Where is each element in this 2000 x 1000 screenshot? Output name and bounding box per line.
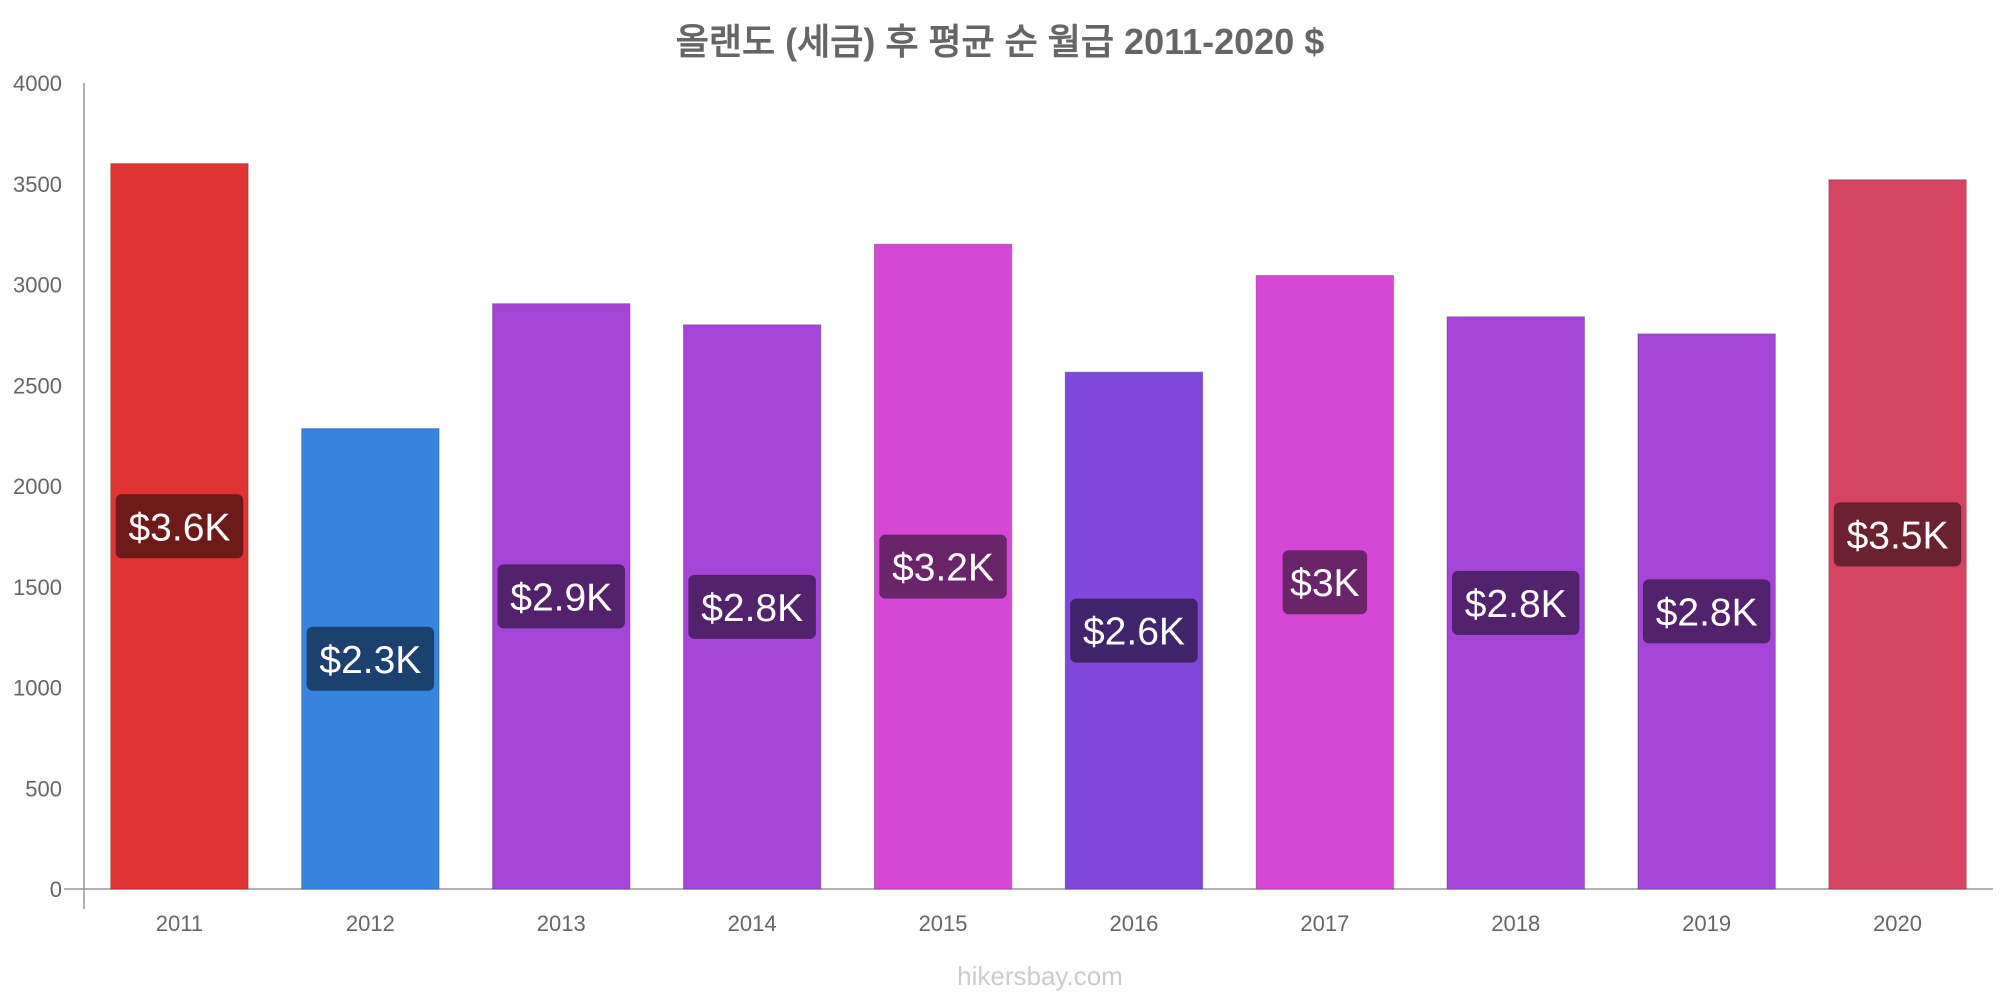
y-tick-label: 3000: [13, 273, 62, 298]
data-label: $2.3K: [319, 639, 421, 682]
data-label-background: [1452, 570, 1580, 635]
x-tick-label: 2019: [1682, 911, 1731, 936]
data-label: $3.5K: [1847, 514, 1949, 557]
data-label: $3.2K: [892, 547, 994, 590]
data-label: $2.9K: [510, 576, 612, 619]
y-tick-label: 2000: [13, 474, 62, 499]
data-labels: $3.6K $2.3K $2.9K $2.8K $3.2K $2.6K $3K $2.8K $2…: [115, 494, 1962, 691]
data-label-background: [306, 626, 435, 691]
bars: [110, 163, 1967, 890]
data-label: $2.8K: [1656, 591, 1758, 634]
y-tick-label: 2500: [13, 373, 62, 398]
data-label: $2.8K: [701, 587, 803, 630]
y-tick-label: 4000: [13, 71, 62, 96]
data-label-background: [1070, 598, 1198, 663]
x-tick-label: 2020: [1873, 911, 1922, 936]
data-label-background: [1833, 502, 1962, 567]
data-label-background: [497, 564, 625, 629]
data-label-background: [1642, 579, 1771, 644]
data-label: $2.8K: [1465, 583, 1567, 626]
x-tick-label: 2017: [1300, 911, 1349, 936]
x-tick-label: 2014: [728, 911, 777, 936]
data-label-background: [1282, 550, 1368, 615]
x-tick-label: 2015: [919, 911, 968, 936]
data-label: $3.6K: [128, 506, 230, 549]
chart-title: 올랜도 (세금) 후 평균 순 월급 2011-2020 $: [676, 21, 1325, 62]
y-axis-ticks: 0 500 1000 1500 2000 2500 3000 3500 4000: [13, 71, 62, 902]
y-tick-label: 3500: [13, 172, 62, 197]
y-tick-label: 1000: [13, 676, 62, 701]
data-label-background: [688, 574, 816, 639]
data-label: $2.6K: [1083, 611, 1185, 654]
watermark: hikersbay.com: [957, 961, 1123, 991]
x-tick-label: 2013: [537, 911, 586, 936]
y-tick-label: 0: [50, 877, 62, 902]
data-label: $3K: [1290, 562, 1359, 605]
x-tick-label: 2012: [346, 911, 395, 936]
y-tick-label: 500: [25, 776, 62, 801]
y-tick-label: 1500: [13, 575, 62, 600]
data-label-background: [115, 494, 244, 559]
x-tick-label: 2018: [1491, 911, 1540, 936]
x-tick-label: 2016: [1109, 911, 1158, 936]
data-label-background: [879, 534, 1007, 599]
x-axis-ticks: 2011 2012 2013 2014 2015 2016 2017 2018 2019 2020: [156, 911, 1922, 936]
x-tick-label: 2011: [156, 911, 203, 936]
